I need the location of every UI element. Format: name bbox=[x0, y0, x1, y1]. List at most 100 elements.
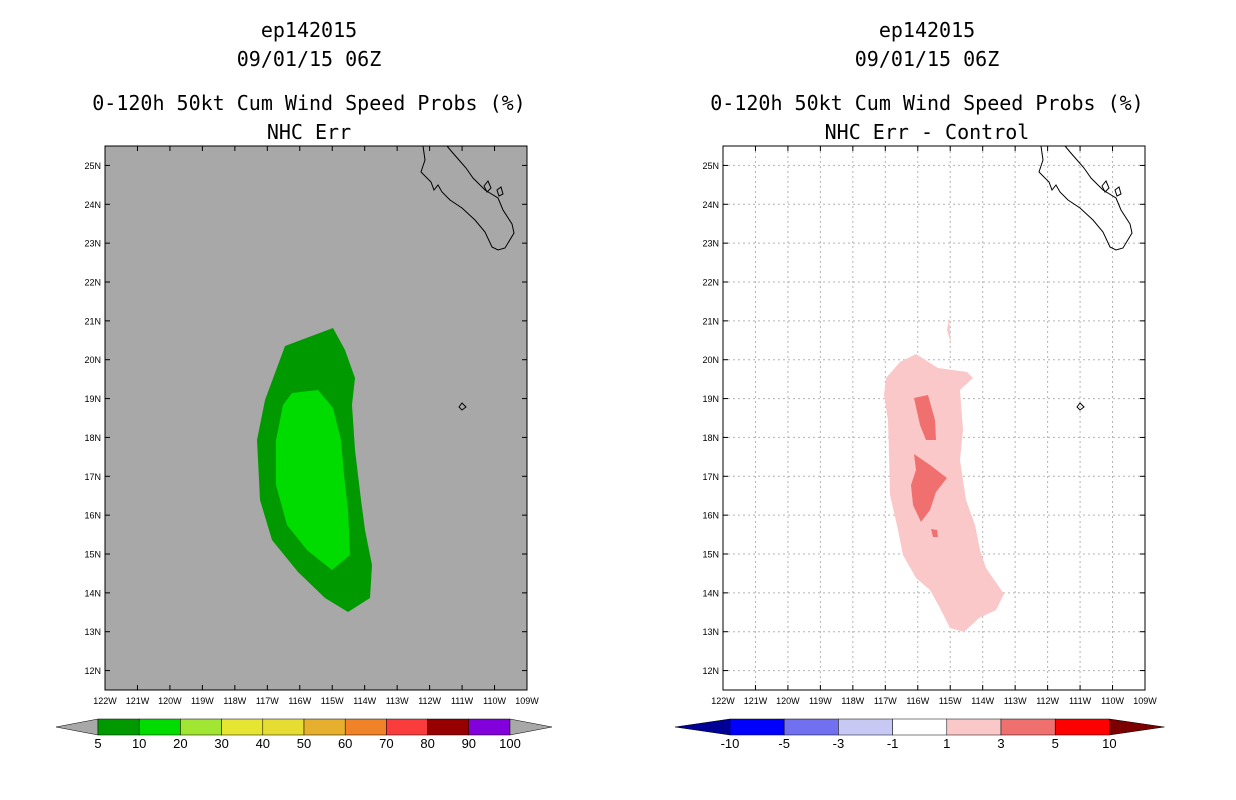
legend-high-end bbox=[1109, 718, 1165, 736]
lon-label: 114W bbox=[353, 696, 376, 706]
legend-swatch bbox=[892, 718, 948, 736]
lat-label: 19N bbox=[84, 394, 101, 404]
baja-coastline bbox=[1038, 145, 1133, 251]
lat-label: 12N bbox=[84, 666, 101, 676]
legend-swatch bbox=[221, 718, 264, 736]
lon-label: 116W bbox=[906, 696, 929, 706]
lat-label: 12N bbox=[702, 666, 719, 676]
lon-label: 117W bbox=[874, 696, 897, 706]
probability-panel: ep142015 09/01/15 06Z 0-120h 50kt Cum Wi… bbox=[55, 18, 553, 751]
legend-label: 80 bbox=[420, 736, 434, 751]
lon-label: 112W bbox=[418, 696, 441, 706]
probability-map: 25N 24N 23N 22N 21N 20N 19N 18N 17N 16N 15N 14N 13N 1… bbox=[55, 145, 553, 751]
island-small bbox=[1101, 180, 1122, 197]
lon-label: 109W bbox=[1133, 696, 1157, 706]
lon-label: 111W bbox=[1069, 696, 1092, 706]
lat-label: 15N bbox=[702, 550, 719, 560]
lon-label: 110W bbox=[1101, 696, 1124, 706]
lat-label: 22N bbox=[702, 278, 719, 288]
color-legend: 5 10 20 30 40 50 60 70 80 90 100 bbox=[55, 718, 553, 751]
lon-label: 113W bbox=[1004, 696, 1027, 706]
lon-label: 111W bbox=[451, 696, 474, 706]
map-frame bbox=[104, 145, 528, 691]
legend-label: 5 bbox=[94, 736, 101, 751]
legend-label: -5 bbox=[778, 736, 790, 751]
legend-label: 100 bbox=[499, 736, 521, 751]
lat-label: 15N bbox=[84, 550, 101, 560]
lat-label: 13N bbox=[84, 627, 101, 637]
legend-label: 10 bbox=[132, 736, 146, 751]
difference-panel: ep142015 09/01/15 06Z 0-120h 50kt Cum Wi… bbox=[618, 0, 1236, 800]
lon-label: 112W bbox=[1036, 696, 1059, 706]
prob-contour-10 bbox=[276, 390, 350, 570]
diff-contour-1-sliver bbox=[947, 318, 951, 344]
lat-label: 14N bbox=[84, 588, 101, 598]
lat-label: 18N bbox=[84, 433, 101, 443]
legend-label: 40 bbox=[256, 736, 270, 751]
lat-label: 25N bbox=[702, 161, 719, 171]
lon-label: 121W bbox=[744, 696, 768, 706]
legend-swatch bbox=[729, 718, 785, 736]
diff-contour-3 bbox=[931, 529, 938, 537]
legend-label: 30 bbox=[214, 736, 228, 751]
legend-label: 60 bbox=[338, 736, 352, 751]
lat-label: 25N bbox=[84, 161, 101, 171]
lat-label: 21N bbox=[702, 316, 719, 326]
lon-label: 118W bbox=[841, 696, 864, 706]
diff-contour-3 bbox=[911, 454, 947, 522]
diff-contour-3 bbox=[914, 395, 936, 440]
lon-label: 110W bbox=[483, 696, 506, 706]
lat-label: 20N bbox=[84, 355, 101, 365]
lat-label: 20N bbox=[702, 355, 719, 365]
legend-swatch bbox=[262, 718, 305, 736]
lat-label: 24N bbox=[84, 200, 101, 210]
legend-label: 50 bbox=[297, 736, 311, 751]
legend-label: -3 bbox=[833, 736, 845, 751]
legend-label: -10 bbox=[721, 736, 740, 751]
color-legend: -10 -5 -3 -1 1 3 5 10 bbox=[674, 718, 1165, 751]
legend-swatch bbox=[838, 718, 893, 736]
map-axes: 25N 24N 23N 22N 21N 20N 19N 18N 17N 16N 15N 14N 13N 1… bbox=[702, 146, 1157, 706]
lat-label: 14N bbox=[702, 588, 719, 598]
lon-label: 119W bbox=[809, 696, 832, 706]
map-axes: 25N 24N 23N 22N 21N 20N 19N 18N 17N 16N 15N 14N 13N 1… bbox=[84, 146, 539, 706]
lon-label: 118W bbox=[223, 696, 246, 706]
product-title: 0-120h 50kt Cum Wind Speed Probs (%) bbox=[92, 91, 526, 115]
lon-label: 117W bbox=[256, 696, 279, 706]
map-frame bbox=[722, 145, 1146, 691]
legend-swatch bbox=[1000, 718, 1056, 736]
lon-label: 119W bbox=[191, 696, 214, 706]
lat-label: 17N bbox=[84, 472, 101, 482]
island-small bbox=[483, 180, 504, 197]
legend-swatch bbox=[97, 718, 140, 736]
lon-label: 109W bbox=[515, 696, 539, 706]
lat-label: 17N bbox=[702, 472, 719, 482]
legend-low-end bbox=[674, 718, 731, 736]
valid-datetime: 09/01/15 06Z bbox=[854, 47, 1000, 71]
legend-high-end bbox=[509, 718, 553, 736]
legend-low-end bbox=[55, 718, 99, 736]
legend-label: 1 bbox=[943, 736, 950, 751]
lat-label: 16N bbox=[84, 511, 101, 521]
lon-label: 120W bbox=[158, 696, 182, 706]
difference-map: 25N 24N 23N 22N 21N 20N 19N 18N 17N 16N 15N 14N 13N 1… bbox=[674, 145, 1165, 751]
legend-label: 5 bbox=[1052, 736, 1059, 751]
lon-label: 114W bbox=[971, 696, 994, 706]
lon-label: 122W bbox=[93, 696, 117, 706]
lat-label: 21N bbox=[84, 316, 101, 326]
legend-swatch bbox=[386, 718, 428, 736]
lon-label: 120W bbox=[776, 696, 800, 706]
legend-swatch bbox=[344, 718, 387, 736]
lat-label: 18N bbox=[702, 433, 719, 443]
socorro-island bbox=[1076, 402, 1085, 411]
legend-label: 70 bbox=[379, 736, 393, 751]
lat-label: 23N bbox=[702, 239, 719, 249]
socorro-island bbox=[458, 402, 467, 411]
lon-label: 121W bbox=[126, 696, 150, 706]
panel-subtitle: NHC Err - Control bbox=[824, 120, 1030, 144]
legend-swatch bbox=[783, 718, 839, 736]
legend-label: 90 bbox=[462, 736, 476, 751]
legend-label: 20 bbox=[173, 736, 187, 751]
baja-coastline bbox=[420, 145, 515, 251]
lat-label: 24N bbox=[702, 200, 719, 210]
